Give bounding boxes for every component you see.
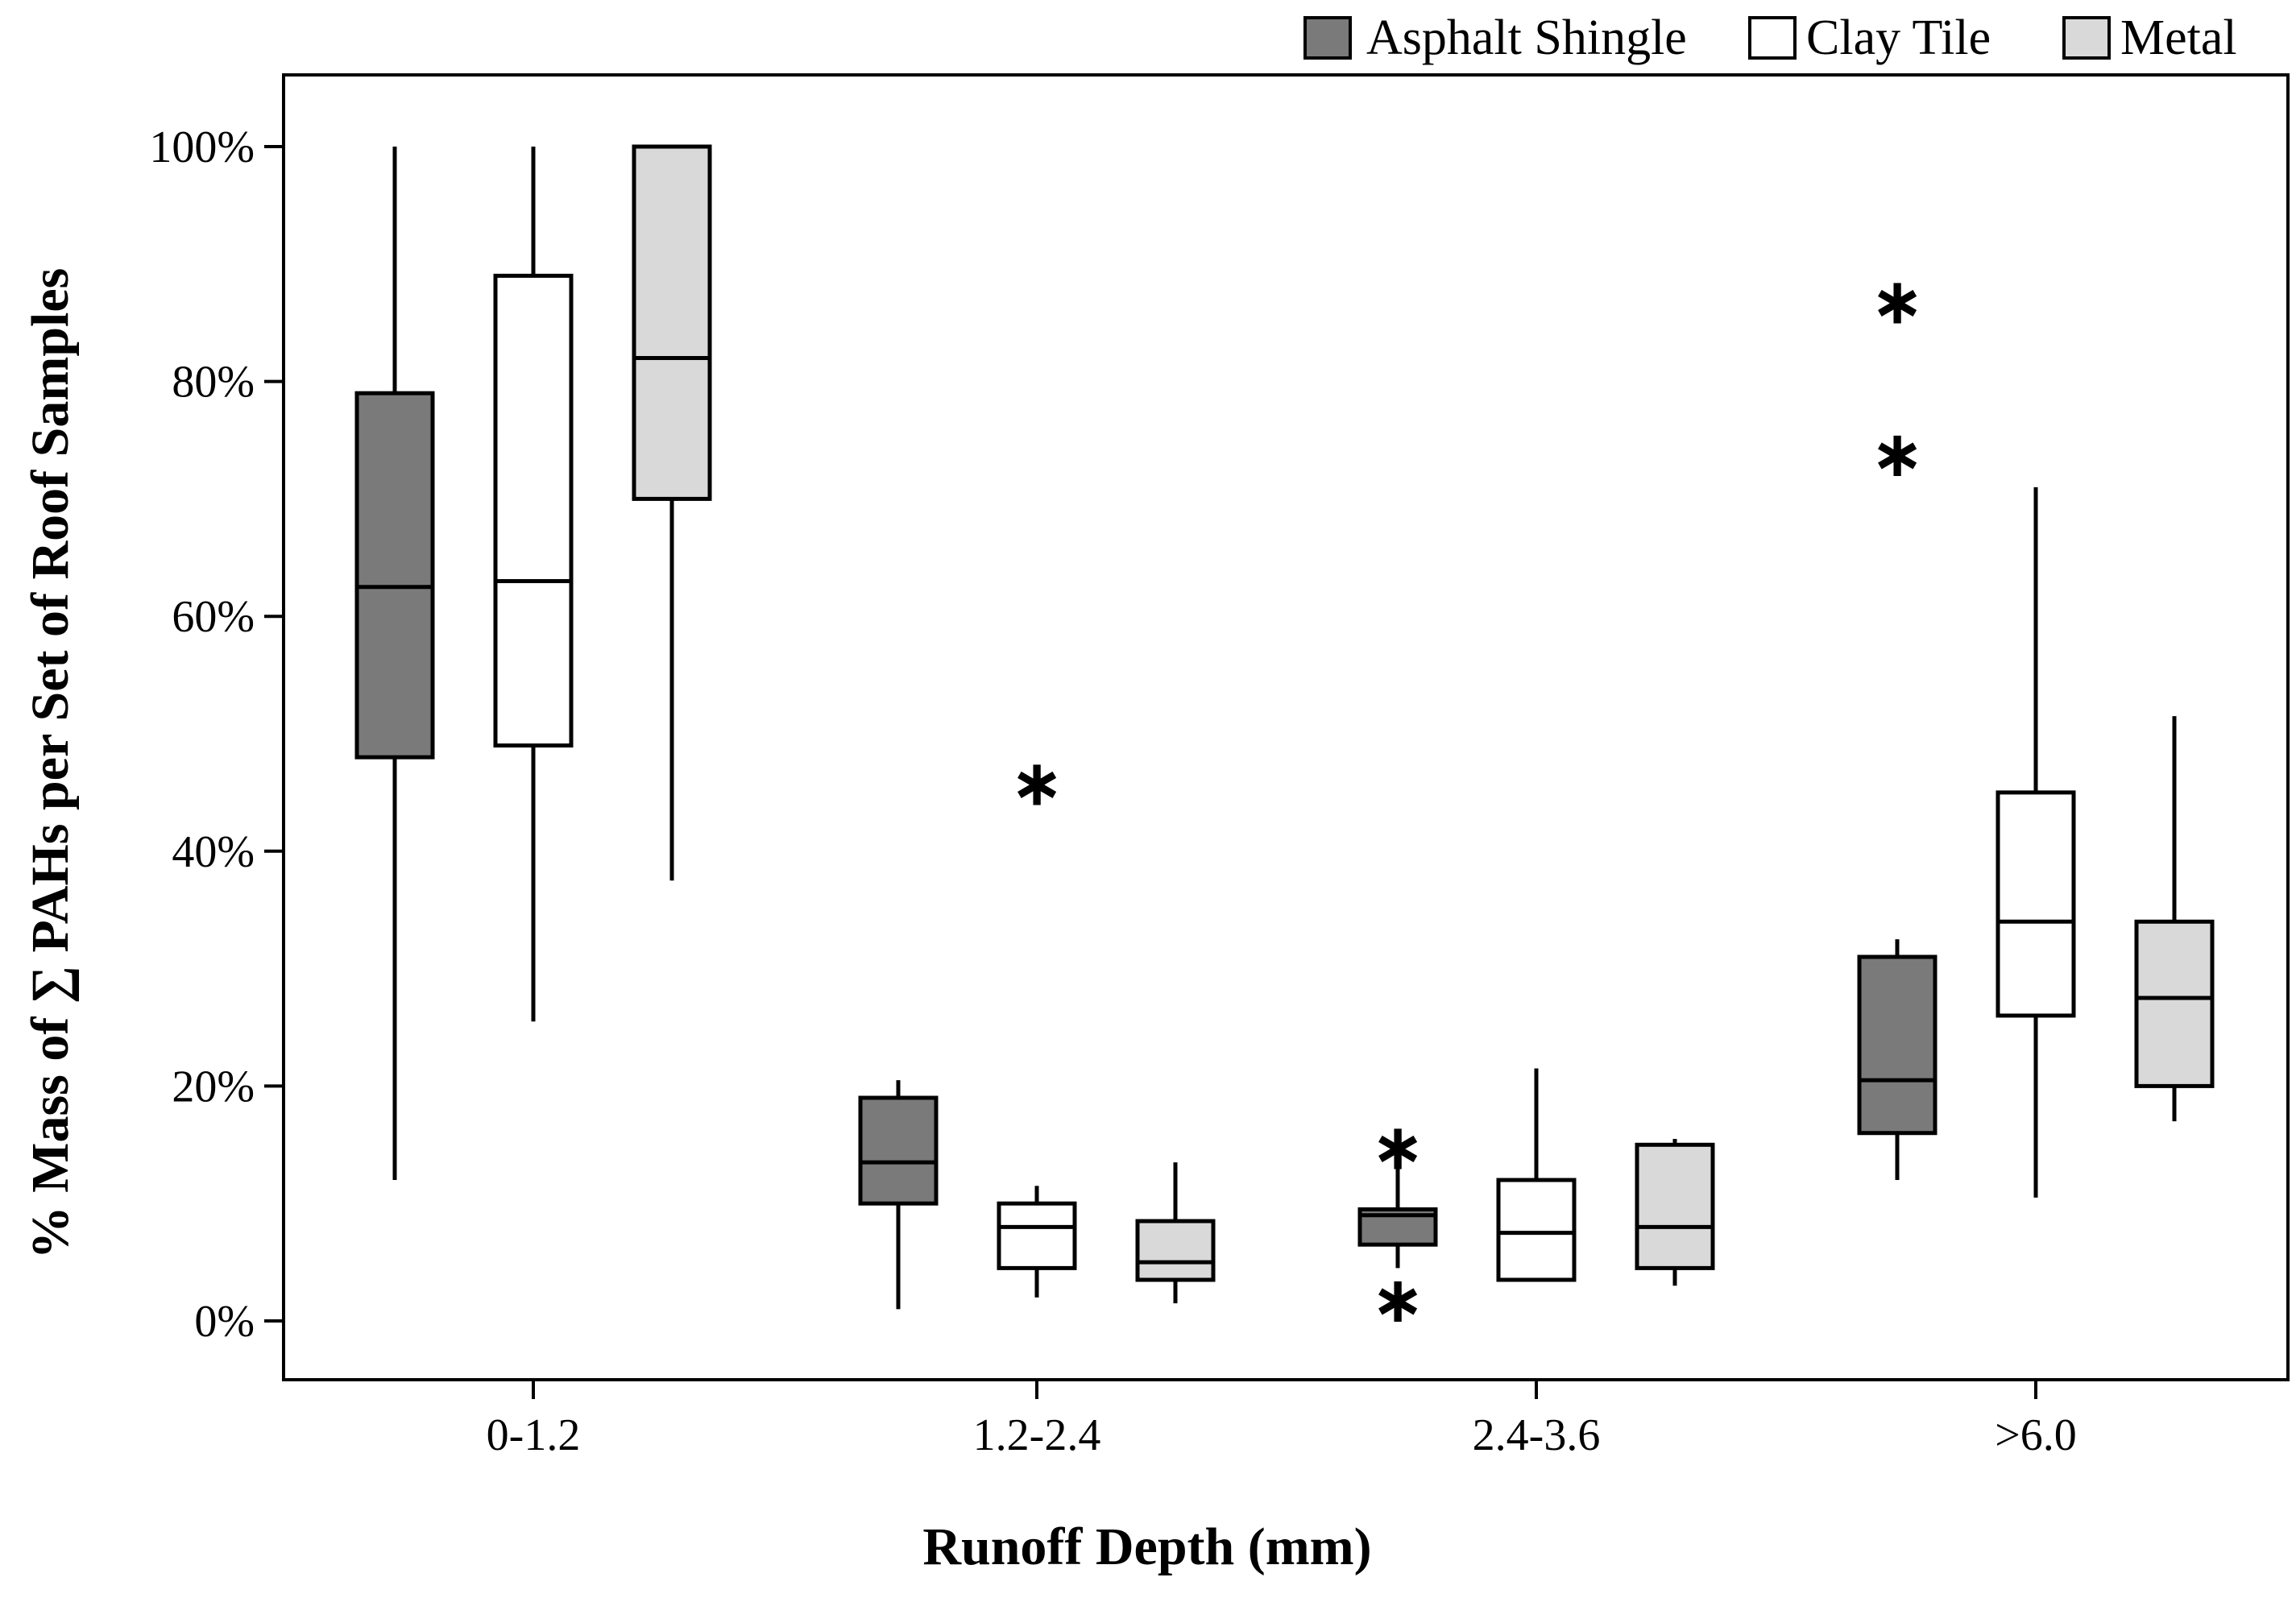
box-1.2-2.4: ∗: [997, 745, 1077, 1298]
iqr-box: [1996, 790, 2076, 1018]
iqr-box: [997, 1201, 1077, 1270]
x-tick-label: 1.2-2.4: [973, 1410, 1101, 1460]
y-tick-label: 20%: [172, 1062, 255, 1112]
y-tick-label: 60%: [172, 592, 255, 642]
iqr-box: [1135, 1219, 1216, 1282]
legend-swatch: [2062, 16, 2111, 60]
box-0-1.2: [632, 144, 712, 881]
box->6.0: [1996, 486, 2076, 1198]
iqr-box: [354, 391, 435, 760]
box-2.4-3.6: [1635, 1139, 1715, 1286]
box->6.0: [2134, 716, 2215, 1122]
legend-swatch: [1748, 16, 1797, 60]
series-metal: [632, 144, 2215, 1304]
series-asphalt-shingle: ∗∗∗∗: [354, 147, 1938, 1337]
box-0-1.2: [354, 147, 435, 1181]
box->6.0: ∗∗: [1857, 264, 1938, 1181]
legend-item-clay-tile: Clay Tile: [1748, 10, 1991, 65]
outlier-marker: ∗: [1009, 745, 1063, 820]
iqr-box: [1496, 1178, 1577, 1282]
x-tick-label: 2.4-3.6: [1473, 1410, 1601, 1460]
iqr-box: [858, 1095, 939, 1206]
legend-item-asphalt-shingle: Asphalt Shingle: [1303, 10, 1687, 65]
y-tick-label: 0%: [194, 1297, 255, 1347]
outlier-marker: ∗: [1370, 1262, 1424, 1337]
x-axis-title: Runoff Depth (mm): [922, 1517, 1371, 1576]
box-2.4-3.6: ∗∗: [1357, 1109, 1438, 1337]
iqr-box: [632, 144, 712, 501]
x-axis: 0-1.2 1.2-2.4 2.4-3.6 >6.0: [487, 1380, 2077, 1460]
iqr-box: [1857, 954, 1938, 1136]
box-series: ∗∗∗∗∗: [354, 144, 2215, 1337]
box-1.2-2.4: [1135, 1162, 1216, 1304]
y-tick-label: 40%: [172, 827, 255, 877]
legend-label: Metal: [2120, 10, 2237, 65]
plot-area-frame: [282, 73, 2290, 1381]
y-tick-label: 100%: [149, 122, 255, 172]
legend-label: Clay Tile: [1806, 10, 1991, 65]
legend: Asphalt Shingle Clay Tile Metal: [1303, 10, 2237, 65]
iqr-box: [2134, 919, 2215, 1088]
y-axis-title: % Mass of ∑ PAHs per Set of Roof Samples: [21, 268, 80, 1260]
outlier-marker: ∗: [1870, 416, 1924, 491]
iqr-box: [1635, 1142, 1715, 1270]
box-1.2-2.4: [858, 1080, 939, 1310]
legend-item-metal: Metal: [2062, 10, 2237, 65]
y-axis: 0% 20% 40% 60% 80% 100%: [149, 122, 284, 1347]
box-0-1.2: [493, 147, 574, 1022]
x-tick-label: >6.0: [1995, 1410, 2077, 1460]
outlier-marker: ∗: [1870, 264, 1924, 339]
x-tick-label: 0-1.2: [487, 1410, 581, 1460]
box-2.4-3.6: [1496, 1068, 1577, 1282]
iqr-box: [493, 273, 574, 748]
series-clay-tile: ∗: [493, 147, 2076, 1298]
legend-label: Asphalt Shingle: [1366, 10, 1687, 65]
legend-swatch: [1303, 16, 1352, 60]
outlier-marker: ∗: [1370, 1109, 1424, 1184]
y-tick-label: 80%: [172, 358, 255, 408]
